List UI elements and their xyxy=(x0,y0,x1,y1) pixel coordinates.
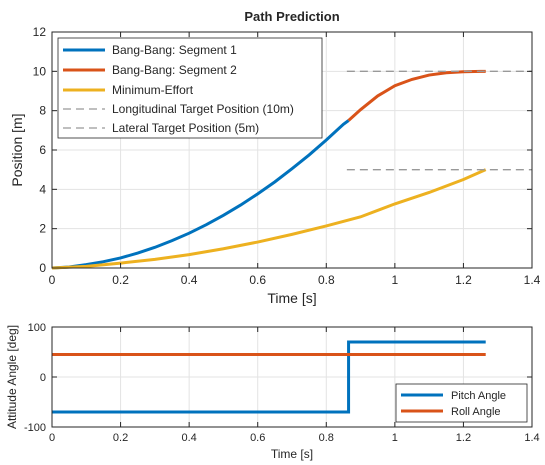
legend-label-longitudinal-target: Longitudinal Target Position (10m) xyxy=(112,102,294,116)
y-tick-label: 4 xyxy=(39,182,46,196)
y-axis-label: Attitude Angle [deg] xyxy=(5,325,19,429)
y-tick-label: 100 xyxy=(28,322,46,334)
x-tick-label: 0 xyxy=(49,273,56,287)
series-line-bang-bang-segment-2 xyxy=(347,69,486,122)
x-tick-label: 0.4 xyxy=(181,273,198,287)
x-tick-label: 1.2 xyxy=(455,273,472,287)
x-tick-label: 0.6 xyxy=(250,432,265,444)
series-line-pitch-angle xyxy=(52,340,486,414)
series-group xyxy=(52,340,486,414)
ticks: 0 0.2 0.4 0.6 0.8 1 1.2 1.4 0 2 4 6 8 10 12 xyxy=(33,25,541,287)
x-tick-label: 1 xyxy=(392,432,398,444)
y-tick-label: 6 xyxy=(39,143,46,157)
x-tick-label: 1.4 xyxy=(524,432,539,444)
x-tick-label: 0.6 xyxy=(249,273,266,287)
x-axis-label: Time [s] xyxy=(271,447,313,461)
y-axis-label: Position [m] xyxy=(9,113,25,186)
legend-label-minimum-effort: Minimum-Effort xyxy=(112,83,194,97)
legend-label-pitch-angle: Pitch Angle xyxy=(451,390,506,402)
legend-label-roll-angle: Roll Angle xyxy=(451,406,501,418)
legend-box xyxy=(395,383,528,423)
x-tick-label: 0.8 xyxy=(318,273,335,287)
y-tick-label: 0 xyxy=(40,372,46,384)
x-tick-label: 1.4 xyxy=(524,273,541,287)
x-tick-label: 0.8 xyxy=(319,432,334,444)
x-tick-label: 0.2 xyxy=(113,432,128,444)
series-group xyxy=(51,69,532,270)
x-axis-label: Time [s] xyxy=(267,290,316,306)
x-tick-label: 1 xyxy=(392,273,399,287)
y-tick-label: 0 xyxy=(39,261,46,275)
series-line-minimum-effort xyxy=(51,168,487,270)
x-tick-label: 0.4 xyxy=(181,432,196,444)
legend: Bang-Bang: Segment 1 Bang-Bang: Segment … xyxy=(57,37,323,139)
path-prediction-chart: 0 0.2 0.4 0.6 0.8 1 1.2 1.4 0 2 4 6 8 10 12 Path Predi… xyxy=(9,9,541,306)
series-line-bang-bang-segment-1 xyxy=(51,119,350,270)
y-tick-label: 10 xyxy=(33,64,47,78)
y-tick-label: 8 xyxy=(39,104,46,118)
legend: Pitch Angle Roll Angle xyxy=(395,383,528,423)
chart-title: Path Prediction xyxy=(244,9,339,24)
x-tick-label: 1.2 xyxy=(456,432,471,444)
y-tick-label: 12 xyxy=(33,25,47,39)
x-tick-label: 0.2 xyxy=(112,273,129,287)
y-tick-label: -100 xyxy=(24,422,46,434)
y-tick-label: 2 xyxy=(39,222,46,236)
legend-label-segment-1: Bang-Bang: Segment 1 xyxy=(112,43,237,57)
legend-label-segment-2: Bang-Bang: Segment 2 xyxy=(112,63,237,77)
legend-label-lateral-target: Lateral Target Position (5m) xyxy=(112,121,259,135)
legend-box xyxy=(57,37,323,139)
x-tick-label: 0 xyxy=(49,432,55,444)
